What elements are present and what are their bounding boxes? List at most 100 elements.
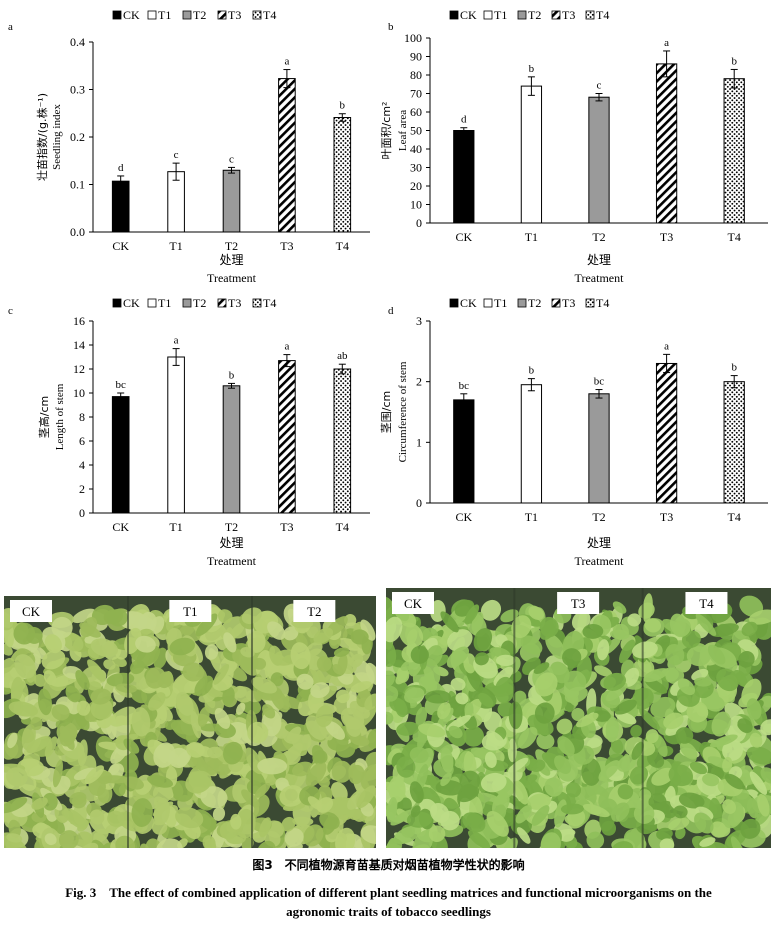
legend-label-t4: T4	[596, 8, 609, 22]
y-tick-label: 2	[79, 482, 85, 496]
leaf	[325, 720, 346, 740]
leaf	[286, 726, 302, 741]
leaf	[710, 623, 739, 637]
leaf	[611, 841, 634, 848]
y-axis-title-en: Circumference of stem	[397, 361, 409, 462]
chart-svg: d CK T1 T2 T3 T4 0 1 2 3 bc CK b T1 bc T2 a T3 b T4 处理 Treatm…	[380, 296, 768, 568]
leaf	[251, 676, 277, 694]
significance-letter-t3: a	[664, 37, 669, 49]
leaf	[415, 706, 428, 727]
leaf	[223, 632, 237, 653]
leaf	[749, 732, 763, 748]
x-axis-title-en: Treatment	[575, 271, 625, 285]
significance-letter-ck: bc	[116, 379, 127, 391]
photo-label-t1: T1	[183, 604, 197, 619]
leaf	[663, 712, 684, 730]
y-tick-label: 50	[410, 124, 422, 138]
leaf	[515, 805, 532, 824]
leaf	[704, 695, 725, 712]
leaf	[131, 798, 153, 827]
leaf	[420, 676, 446, 695]
leaf	[516, 827, 531, 844]
leaf	[147, 775, 174, 788]
leaf	[194, 675, 214, 697]
leaf	[73, 767, 97, 781]
leaf	[746, 698, 762, 720]
leaf	[739, 595, 764, 617]
leaf	[486, 730, 505, 747]
leaf	[214, 707, 231, 729]
x-axis-title-en: Treatment	[575, 554, 625, 568]
leaf	[694, 812, 714, 834]
leaf	[746, 798, 760, 819]
leaf	[290, 642, 311, 670]
leaf	[450, 677, 466, 691]
leaf	[182, 662, 205, 682]
x-tick-label-ck: CK	[112, 520, 129, 534]
y-tick-label: 0	[79, 506, 85, 520]
leaf	[292, 761, 314, 777]
leaf	[31, 797, 48, 810]
significance-letter-t1: a	[174, 335, 179, 347]
leaf	[386, 637, 397, 668]
leaf	[75, 831, 93, 847]
leaf	[233, 686, 254, 703]
photo-label-t3: T3	[571, 596, 585, 611]
legend-swatch-t3	[551, 298, 561, 308]
legend-swatch-ck	[449, 10, 459, 20]
legend-swatch-t4	[585, 10, 595, 20]
leaf	[103, 659, 116, 670]
x-tick-label-t4: T4	[336, 239, 349, 253]
significance-letter-ck: d	[461, 114, 467, 126]
legend-label-t4: T4	[263, 296, 276, 310]
leaf	[425, 645, 443, 667]
leaf	[545, 633, 566, 660]
leaf	[710, 821, 727, 838]
leaf	[171, 719, 198, 741]
leaf	[571, 610, 591, 631]
leaf	[86, 681, 102, 691]
leaf	[639, 708, 660, 730]
leaf	[364, 693, 376, 711]
leaf	[673, 805, 688, 819]
leaf	[737, 718, 753, 733]
leaf	[147, 692, 166, 711]
leaf	[332, 663, 343, 675]
leaf	[702, 773, 720, 787]
leaf	[76, 700, 91, 716]
leaf	[425, 690, 452, 704]
legend-label-t3: T3	[228, 8, 241, 22]
leaf	[44, 833, 57, 846]
leaf	[89, 809, 105, 825]
leaf	[4, 657, 15, 674]
leaf	[131, 707, 151, 737]
leaf	[213, 663, 230, 685]
leaf	[305, 761, 327, 787]
leaf	[699, 837, 716, 847]
leaf	[678, 792, 705, 809]
leaf	[563, 670, 587, 692]
leaf	[594, 665, 613, 677]
leaf	[689, 761, 708, 775]
leaf	[360, 764, 376, 791]
legend-label-t1: T1	[494, 8, 507, 22]
leaf	[483, 711, 502, 732]
legend-swatch-t4	[252, 10, 262, 20]
leaf	[72, 608, 96, 624]
leaf	[395, 699, 408, 718]
leaf	[534, 702, 555, 724]
leaf	[41, 649, 66, 670]
y-tick-label: 70	[410, 87, 422, 101]
seedling-photo-right: CK T3 T4	[386, 588, 771, 848]
leaf	[738, 651, 755, 668]
chart-svg: a CK T1 T2 T3 T4 0.0 0.1 0.2 0.3 0.4 d CK c T1 c T2 a T3 b T…	[8, 8, 370, 285]
leaf	[335, 689, 350, 704]
panel-letter: b	[388, 21, 394, 33]
leaf	[4, 797, 28, 814]
leaf	[474, 652, 489, 666]
leaf	[269, 688, 290, 713]
leaf	[283, 626, 299, 641]
leaf	[200, 786, 228, 809]
leaf	[340, 707, 365, 730]
leaf	[34, 673, 47, 687]
